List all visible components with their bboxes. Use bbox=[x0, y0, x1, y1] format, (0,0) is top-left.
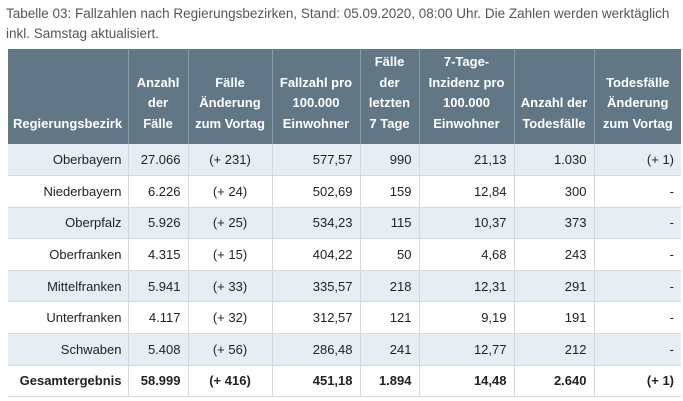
cell-7-tage-inzidenz: 4,68 bbox=[419, 238, 515, 271]
cell-fallzahl: 534,23 bbox=[272, 207, 361, 240]
cell-anzahl-faelle: 27.066 bbox=[128, 144, 189, 177]
cell-todesfaelle-aenderung: - bbox=[594, 301, 681, 335]
cell-total-fallzahl: 451,18 bbox=[272, 365, 361, 398]
cell-total-anzahl-faelle: 58.999 bbox=[128, 365, 189, 398]
cell-fallzahl: 335,57 bbox=[272, 270, 361, 303]
cell-anzahl-faelle: 6.226 bbox=[128, 175, 189, 208]
cell-regierungsbezirk: Unterfranken bbox=[8, 301, 129, 335]
case-numbers-table: Regierungsbezirk Anzahl der Fälle Fälle … bbox=[8, 49, 681, 398]
cell-faelle-aenderung: (+ 231) bbox=[188, 144, 273, 177]
cell-anzahl-todesfaelle: 300 bbox=[514, 175, 595, 208]
header-row: Regierungsbezirk Anzahl der Fälle Fälle … bbox=[8, 49, 681, 144]
cell-fallzahl: 404,22 bbox=[272, 238, 361, 271]
cell-regierungsbezirk: Oberpfalz bbox=[8, 207, 129, 240]
cell-regierungsbezirk: Oberfranken bbox=[8, 238, 129, 271]
cell-anzahl-todesfaelle: 212 bbox=[514, 333, 595, 366]
cell-anzahl-todesfaelle: 373 bbox=[514, 207, 595, 240]
cell-faelle-aenderung: (+ 32) bbox=[188, 301, 273, 335]
cell-faelle-aenderung: (+ 15) bbox=[188, 238, 273, 271]
cell-faelle-7-tage: 50 bbox=[360, 238, 420, 271]
header-fallzahl-pro-100000: Fallzahl pro 100.000 Einwohner bbox=[272, 49, 361, 144]
cell-7-tage-inzidenz: 12,77 bbox=[419, 333, 515, 366]
cell-anzahl-faelle: 5.408 bbox=[128, 333, 189, 366]
cell-todesfaelle-aenderung: (+ 1) bbox=[594, 144, 681, 177]
cell-anzahl-faelle: 5.926 bbox=[128, 207, 189, 240]
cell-faelle-7-tage: 990 bbox=[360, 144, 420, 177]
cell-faelle-7-tage: 115 bbox=[360, 207, 420, 240]
cell-faelle-aenderung: (+ 25) bbox=[188, 207, 273, 240]
cell-7-tage-inzidenz: 12,84 bbox=[419, 175, 515, 208]
cell-total-todesfaelle-aenderung: (+ 1) bbox=[594, 365, 681, 398]
table-caption: Tabelle 03: Fallzahlen nach Regierungsbe… bbox=[6, 6, 670, 41]
cell-7-tage-inzidenz: 21,13 bbox=[419, 144, 515, 177]
cell-faelle-aenderung: (+ 33) bbox=[188, 270, 273, 303]
cell-total-anzahl-todesfaelle: 2.640 bbox=[514, 365, 595, 398]
table-row: Niederbayern 6.226 (+ 24) 502,69 159 12,… bbox=[8, 175, 681, 208]
table-header: Regierungsbezirk Anzahl der Fälle Fälle … bbox=[8, 49, 681, 144]
cell-todesfaelle-aenderung: - bbox=[594, 333, 681, 366]
table-row: Oberfranken 4.315 (+ 15) 404,22 50 4,68 … bbox=[8, 238, 681, 271]
cell-fallzahl: 312,57 bbox=[272, 301, 361, 335]
table-row: Schwaben 5.408 (+ 56) 286,48 241 12,77 2… bbox=[8, 333, 681, 366]
total-row: Gesamtergebnis 58.999 (+ 416) 451,18 1.8… bbox=[8, 365, 681, 398]
table-row: Unterfranken 4.117 (+ 32) 312,57 121 9,1… bbox=[8, 301, 681, 335]
cell-faelle-7-tage: 159 bbox=[360, 175, 420, 208]
header-faelle-aenderung: Fälle Änderung zum Vortag bbox=[188, 49, 273, 144]
cell-anzahl-todesfaelle: 243 bbox=[514, 238, 595, 271]
table-row: Oberpfalz 5.926 (+ 25) 534,23 115 10,37 … bbox=[8, 207, 681, 240]
cell-todesfaelle-aenderung: - bbox=[594, 207, 681, 240]
cell-7-tage-inzidenz: 9,19 bbox=[419, 301, 515, 335]
cell-todesfaelle-aenderung: - bbox=[594, 175, 681, 208]
cell-faelle-aenderung: (+ 56) bbox=[188, 333, 273, 366]
cell-regierungsbezirk: Niederbayern bbox=[8, 175, 129, 208]
cell-anzahl-todesfaelle: 191 bbox=[514, 301, 595, 335]
cell-7-tage-inzidenz: 12,31 bbox=[419, 270, 515, 303]
cell-faelle-aenderung: (+ 24) bbox=[188, 175, 273, 208]
cell-regierungsbezirk: Mittelfranken bbox=[8, 270, 129, 303]
cell-7-tage-inzidenz: 10,37 bbox=[419, 207, 515, 240]
cell-total-faelle-aenderung: (+ 416) bbox=[188, 365, 273, 398]
cell-todesfaelle-aenderung: - bbox=[594, 238, 681, 271]
cell-fallzahl: 577,57 bbox=[272, 144, 361, 177]
cell-faelle-7-tage: 218 bbox=[360, 270, 420, 303]
header-anzahl-todesfaelle: Anzahl der Todesfälle bbox=[514, 49, 595, 144]
table-row: Oberbayern 27.066 (+ 231) 577,57 990 21,… bbox=[8, 144, 681, 177]
cell-fallzahl: 502,69 bbox=[272, 175, 361, 208]
cell-todesfaelle-aenderung: - bbox=[594, 270, 681, 303]
header-faelle-7-tage: Fälle der letzten 7 Tage bbox=[360, 49, 420, 144]
header-regierungsbezirk: Regierungsbezirk bbox=[8, 49, 129, 144]
cell-anzahl-todesfaelle: 1.030 bbox=[514, 144, 595, 177]
header-todesfaelle-aenderung: Todesfälle Änderung zum Vortag bbox=[594, 49, 681, 144]
cell-anzahl-faelle: 5.941 bbox=[128, 270, 189, 303]
cell-faelle-7-tage: 241 bbox=[360, 333, 420, 366]
cell-gesamtergebnis-label: Gesamtergebnis bbox=[8, 365, 129, 398]
cell-fallzahl: 286,48 bbox=[272, 333, 361, 366]
cell-anzahl-todesfaelle: 291 bbox=[514, 270, 595, 303]
cell-total-7-tage-inzidenz: 14,48 bbox=[419, 365, 515, 398]
header-anzahl-faelle: Anzahl der Fälle bbox=[128, 49, 189, 144]
cell-faelle-7-tage: 121 bbox=[360, 301, 420, 335]
cell-regierungsbezirk: Oberbayern bbox=[8, 144, 129, 177]
table-body: Oberbayern 27.066 (+ 231) 577,57 990 21,… bbox=[8, 144, 681, 398]
cell-anzahl-faelle: 4.117 bbox=[128, 301, 189, 335]
header-7-tage-inzidenz: 7-Tage-Inzidenz pro 100.000 Einwohner bbox=[419, 49, 515, 144]
table-row: Mittelfranken 5.941 (+ 33) 335,57 218 12… bbox=[8, 270, 681, 303]
cell-regierungsbezirk: Schwaben bbox=[8, 333, 129, 366]
cell-total-faelle-7-tage: 1.894 bbox=[360, 365, 420, 398]
cell-anzahl-faelle: 4.315 bbox=[128, 238, 189, 271]
